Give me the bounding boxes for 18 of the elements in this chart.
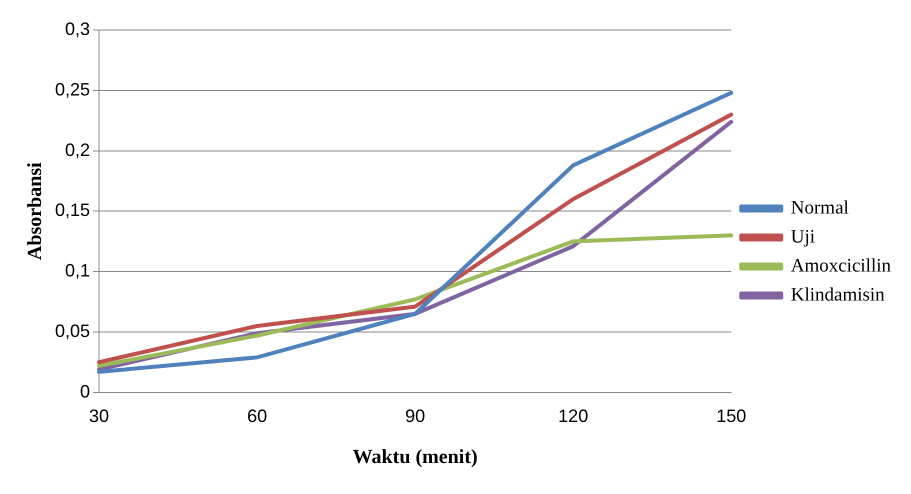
x-tick-label: 90 [405, 406, 426, 426]
x-tick-label: 30 [89, 406, 110, 426]
x-tick-label: 150 [716, 406, 746, 426]
y-axis-title: Absorbansi [24, 162, 46, 260]
y-tick-label: 0,25 [54, 79, 90, 100]
x-tick-label: 120 [558, 406, 588, 426]
legend-label: Normal [790, 197, 849, 218]
y-tick-label: 0,2 [65, 140, 90, 160]
legend-label: Klindamisin [790, 284, 886, 306]
x-axis-title: Waktu (menit) [352, 446, 478, 468]
x-tick-label: 60 [247, 406, 268, 426]
legend-label: Uji [790, 226, 816, 248]
y-tick-label: 0 [80, 381, 90, 402]
y-tick-label: 0,3 [65, 18, 90, 39]
legend-label: Amoxcicillin [790, 255, 892, 276]
y-tick-label: 0,05 [54, 320, 90, 341]
y-tick-label: 0,1 [65, 260, 90, 281]
y-tick-label: 0,15 [54, 200, 90, 220]
